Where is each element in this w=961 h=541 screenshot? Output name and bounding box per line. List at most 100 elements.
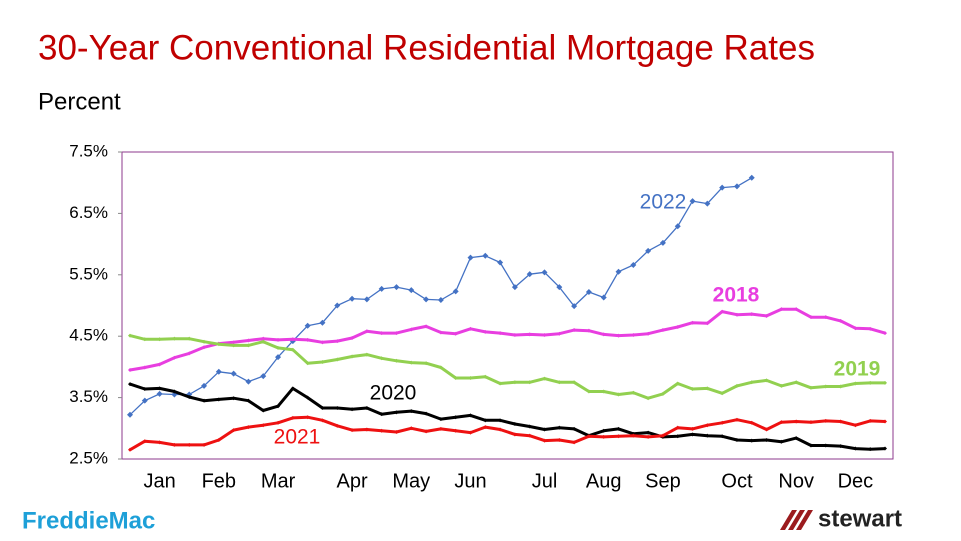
point — [409, 409, 414, 414]
point — [393, 284, 400, 291]
point — [379, 428, 384, 433]
point — [157, 337, 162, 342]
point — [172, 355, 177, 360]
x-tick-label: Jul — [532, 470, 558, 492]
point — [808, 385, 813, 390]
point — [720, 434, 725, 439]
point — [734, 417, 739, 422]
point — [601, 434, 606, 439]
point — [764, 313, 769, 318]
point — [557, 437, 562, 442]
point — [409, 327, 414, 332]
point — [512, 432, 517, 437]
point — [868, 326, 873, 331]
point — [690, 320, 695, 325]
point — [453, 331, 458, 336]
point — [215, 368, 222, 375]
point — [498, 381, 503, 386]
point — [350, 354, 355, 359]
point — [305, 361, 310, 366]
point — [572, 426, 577, 431]
point — [823, 418, 828, 423]
point — [231, 428, 236, 433]
point — [660, 433, 665, 438]
logo-icon — [780, 510, 813, 530]
point — [868, 418, 873, 423]
point — [201, 382, 208, 389]
point — [838, 384, 843, 389]
point — [631, 433, 636, 438]
point — [542, 427, 547, 432]
point — [660, 328, 665, 333]
point — [779, 307, 784, 312]
point — [423, 296, 430, 303]
x-tick-label: Oct — [721, 470, 753, 492]
point — [468, 413, 473, 418]
series-label: 2020 — [370, 382, 417, 405]
point — [216, 397, 221, 402]
point — [498, 331, 503, 336]
point — [378, 285, 385, 292]
x-tick-label: Jun — [454, 470, 486, 492]
point — [764, 437, 769, 442]
point — [883, 446, 887, 451]
point — [646, 331, 651, 336]
point — [335, 357, 340, 362]
point — [142, 387, 147, 392]
point — [883, 380, 887, 385]
point — [276, 345, 281, 350]
y-axis-label: Percent — [38, 88, 121, 115]
point — [320, 406, 325, 411]
point — [350, 336, 355, 341]
series-line — [129, 415, 886, 452]
point — [808, 443, 813, 448]
point — [705, 423, 710, 428]
point — [616, 333, 621, 338]
point — [853, 326, 858, 331]
point — [483, 374, 488, 379]
point — [675, 434, 680, 439]
point — [690, 432, 695, 437]
point — [823, 443, 828, 448]
point — [645, 247, 652, 254]
point — [187, 351, 192, 356]
point — [202, 398, 207, 403]
point — [511, 284, 518, 291]
point — [557, 331, 562, 336]
point — [231, 340, 236, 345]
point — [808, 420, 813, 425]
point — [483, 418, 488, 423]
point — [305, 395, 310, 400]
point — [705, 321, 710, 326]
point — [749, 438, 754, 443]
point — [646, 396, 651, 401]
point — [128, 333, 132, 338]
point — [438, 365, 443, 370]
point — [674, 223, 681, 230]
point — [527, 332, 532, 337]
point — [261, 336, 266, 341]
point — [585, 288, 592, 295]
y-tick-label: 6.5% — [69, 203, 108, 222]
point — [675, 324, 680, 329]
point — [794, 436, 799, 441]
point — [409, 360, 414, 365]
point — [408, 287, 415, 294]
point — [542, 438, 547, 443]
point — [600, 294, 607, 301]
y-tick-label: 5.5% — [69, 264, 108, 283]
point — [363, 296, 370, 303]
point — [719, 184, 726, 191]
point — [156, 390, 163, 397]
point — [720, 391, 725, 396]
point — [141, 397, 148, 404]
point — [157, 362, 162, 367]
x-tick-label: Feb — [202, 470, 236, 492]
point — [853, 381, 858, 386]
y-tick-label: 3.5% — [69, 387, 108, 406]
point — [468, 326, 473, 331]
point — [586, 389, 591, 394]
point — [527, 433, 532, 438]
point — [364, 427, 369, 432]
point — [468, 430, 473, 435]
